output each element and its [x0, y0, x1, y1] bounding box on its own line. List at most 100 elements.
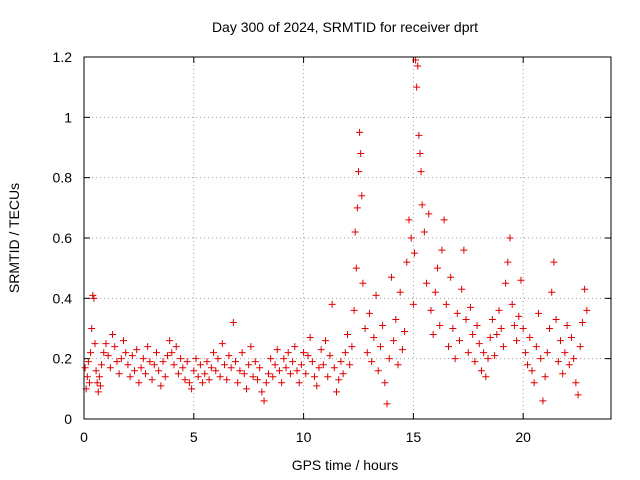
- data-point: [445, 343, 453, 351]
- y-tick-label: 1: [64, 109, 72, 125]
- data-point: [570, 355, 578, 363]
- y-tick-label: 0.4: [53, 290, 73, 306]
- data-point: [328, 300, 336, 308]
- data-point: [392, 315, 400, 323]
- data-point: [524, 361, 532, 369]
- data-point: [177, 355, 185, 363]
- data-point: [115, 370, 123, 378]
- y-tick-label: 0.8: [53, 170, 73, 186]
- data-point: [438, 246, 446, 254]
- data-point: [537, 355, 545, 363]
- data-point: [194, 373, 202, 381]
- data-point: [306, 334, 314, 342]
- data-point: [170, 361, 178, 369]
- data-point: [363, 349, 371, 357]
- data-point: [192, 355, 200, 363]
- data-point: [256, 364, 264, 372]
- data-point: [548, 288, 556, 296]
- data-point: [234, 379, 242, 387]
- data-point: [188, 385, 196, 393]
- data-point: [95, 373, 103, 381]
- data-point: [383, 400, 391, 408]
- data-point: [541, 373, 549, 381]
- data-point: [161, 373, 169, 381]
- y-tick-label: 0.6: [53, 230, 73, 246]
- data-point: [550, 258, 558, 266]
- data-point: [335, 376, 343, 384]
- data-point: [131, 367, 139, 375]
- data-point: [427, 306, 435, 314]
- data-point: [93, 379, 101, 387]
- y-axis-label: SRMTID / TECUs: [6, 183, 22, 293]
- data-point: [319, 361, 327, 369]
- data-point: [563, 321, 571, 329]
- data-point: [317, 346, 325, 354]
- data-point: [212, 367, 220, 375]
- data-point: [499, 343, 507, 351]
- data-point: [297, 361, 305, 369]
- data-point: [546, 325, 554, 332]
- data-point: [221, 361, 229, 369]
- data-point: [253, 376, 261, 384]
- data-point: [293, 367, 301, 375]
- data-point: [106, 364, 114, 372]
- data-point: [203, 358, 211, 366]
- data-point: [278, 379, 286, 387]
- data-point: [214, 355, 222, 363]
- data-point: [359, 279, 367, 287]
- data-point: [258, 388, 266, 396]
- data-point: [561, 349, 569, 357]
- data-point: [91, 340, 99, 348]
- data-point: [578, 318, 586, 326]
- data-point: [326, 352, 334, 360]
- data-point: [462, 315, 470, 323]
- data-point: [210, 349, 218, 357]
- data-point: [502, 279, 510, 287]
- data-point: [565, 361, 573, 369]
- data-point: [440, 216, 448, 224]
- data-point: [98, 361, 106, 369]
- data-point: [412, 56, 420, 64]
- data-point: [407, 234, 415, 242]
- data-point: [269, 373, 277, 381]
- data-point: [249, 373, 257, 381]
- data-point: [471, 358, 479, 366]
- data-point: [442, 300, 450, 308]
- data-point: [216, 373, 224, 381]
- data-point: [513, 337, 521, 345]
- data-point: [207, 364, 215, 372]
- data-point: [284, 349, 292, 357]
- chart-title: Day 300 of 2024, SRMTID for receiver dpr…: [212, 19, 478, 35]
- data-point: [353, 204, 361, 212]
- data-point: [88, 325, 96, 332]
- data-point: [510, 321, 518, 329]
- data-point: [484, 355, 492, 363]
- data-point: [515, 312, 523, 320]
- data-point: [357, 150, 365, 158]
- data-point: [232, 358, 240, 366]
- data-point: [122, 349, 130, 357]
- data-point: [104, 352, 112, 360]
- data-point: [379, 321, 387, 329]
- data-point: [245, 361, 253, 369]
- data-point: [581, 285, 589, 293]
- data-point: [552, 315, 560, 323]
- data-point: [124, 361, 132, 369]
- data-point: [275, 367, 283, 375]
- data-point: [229, 318, 237, 326]
- data-point: [574, 391, 582, 399]
- data-point: [289, 358, 297, 366]
- data-point: [410, 249, 418, 257]
- data-point: [488, 315, 496, 323]
- data-point: [508, 300, 516, 308]
- data-point: [90, 294, 98, 302]
- data-point: [330, 364, 338, 372]
- data-point: [168, 349, 176, 357]
- data-point: [109, 331, 117, 339]
- data-point: [313, 382, 321, 390]
- data-point: [240, 370, 248, 378]
- data-point: [477, 367, 485, 375]
- data-point: [469, 331, 477, 339]
- data-point: [96, 382, 104, 390]
- data-point: [528, 367, 536, 375]
